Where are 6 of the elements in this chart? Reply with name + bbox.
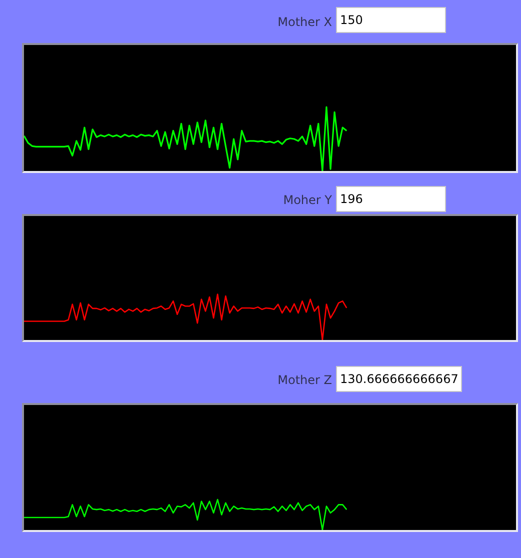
text: 130.666666666667 xyxy=(336,366,462,392)
chart-title: Mother Z xyxy=(276,373,332,387)
text: 196 xyxy=(336,186,446,212)
text: 150 xyxy=(336,7,446,33)
chart-title: Moher Y xyxy=(282,193,332,207)
chart-title: Mother X xyxy=(276,15,332,29)
